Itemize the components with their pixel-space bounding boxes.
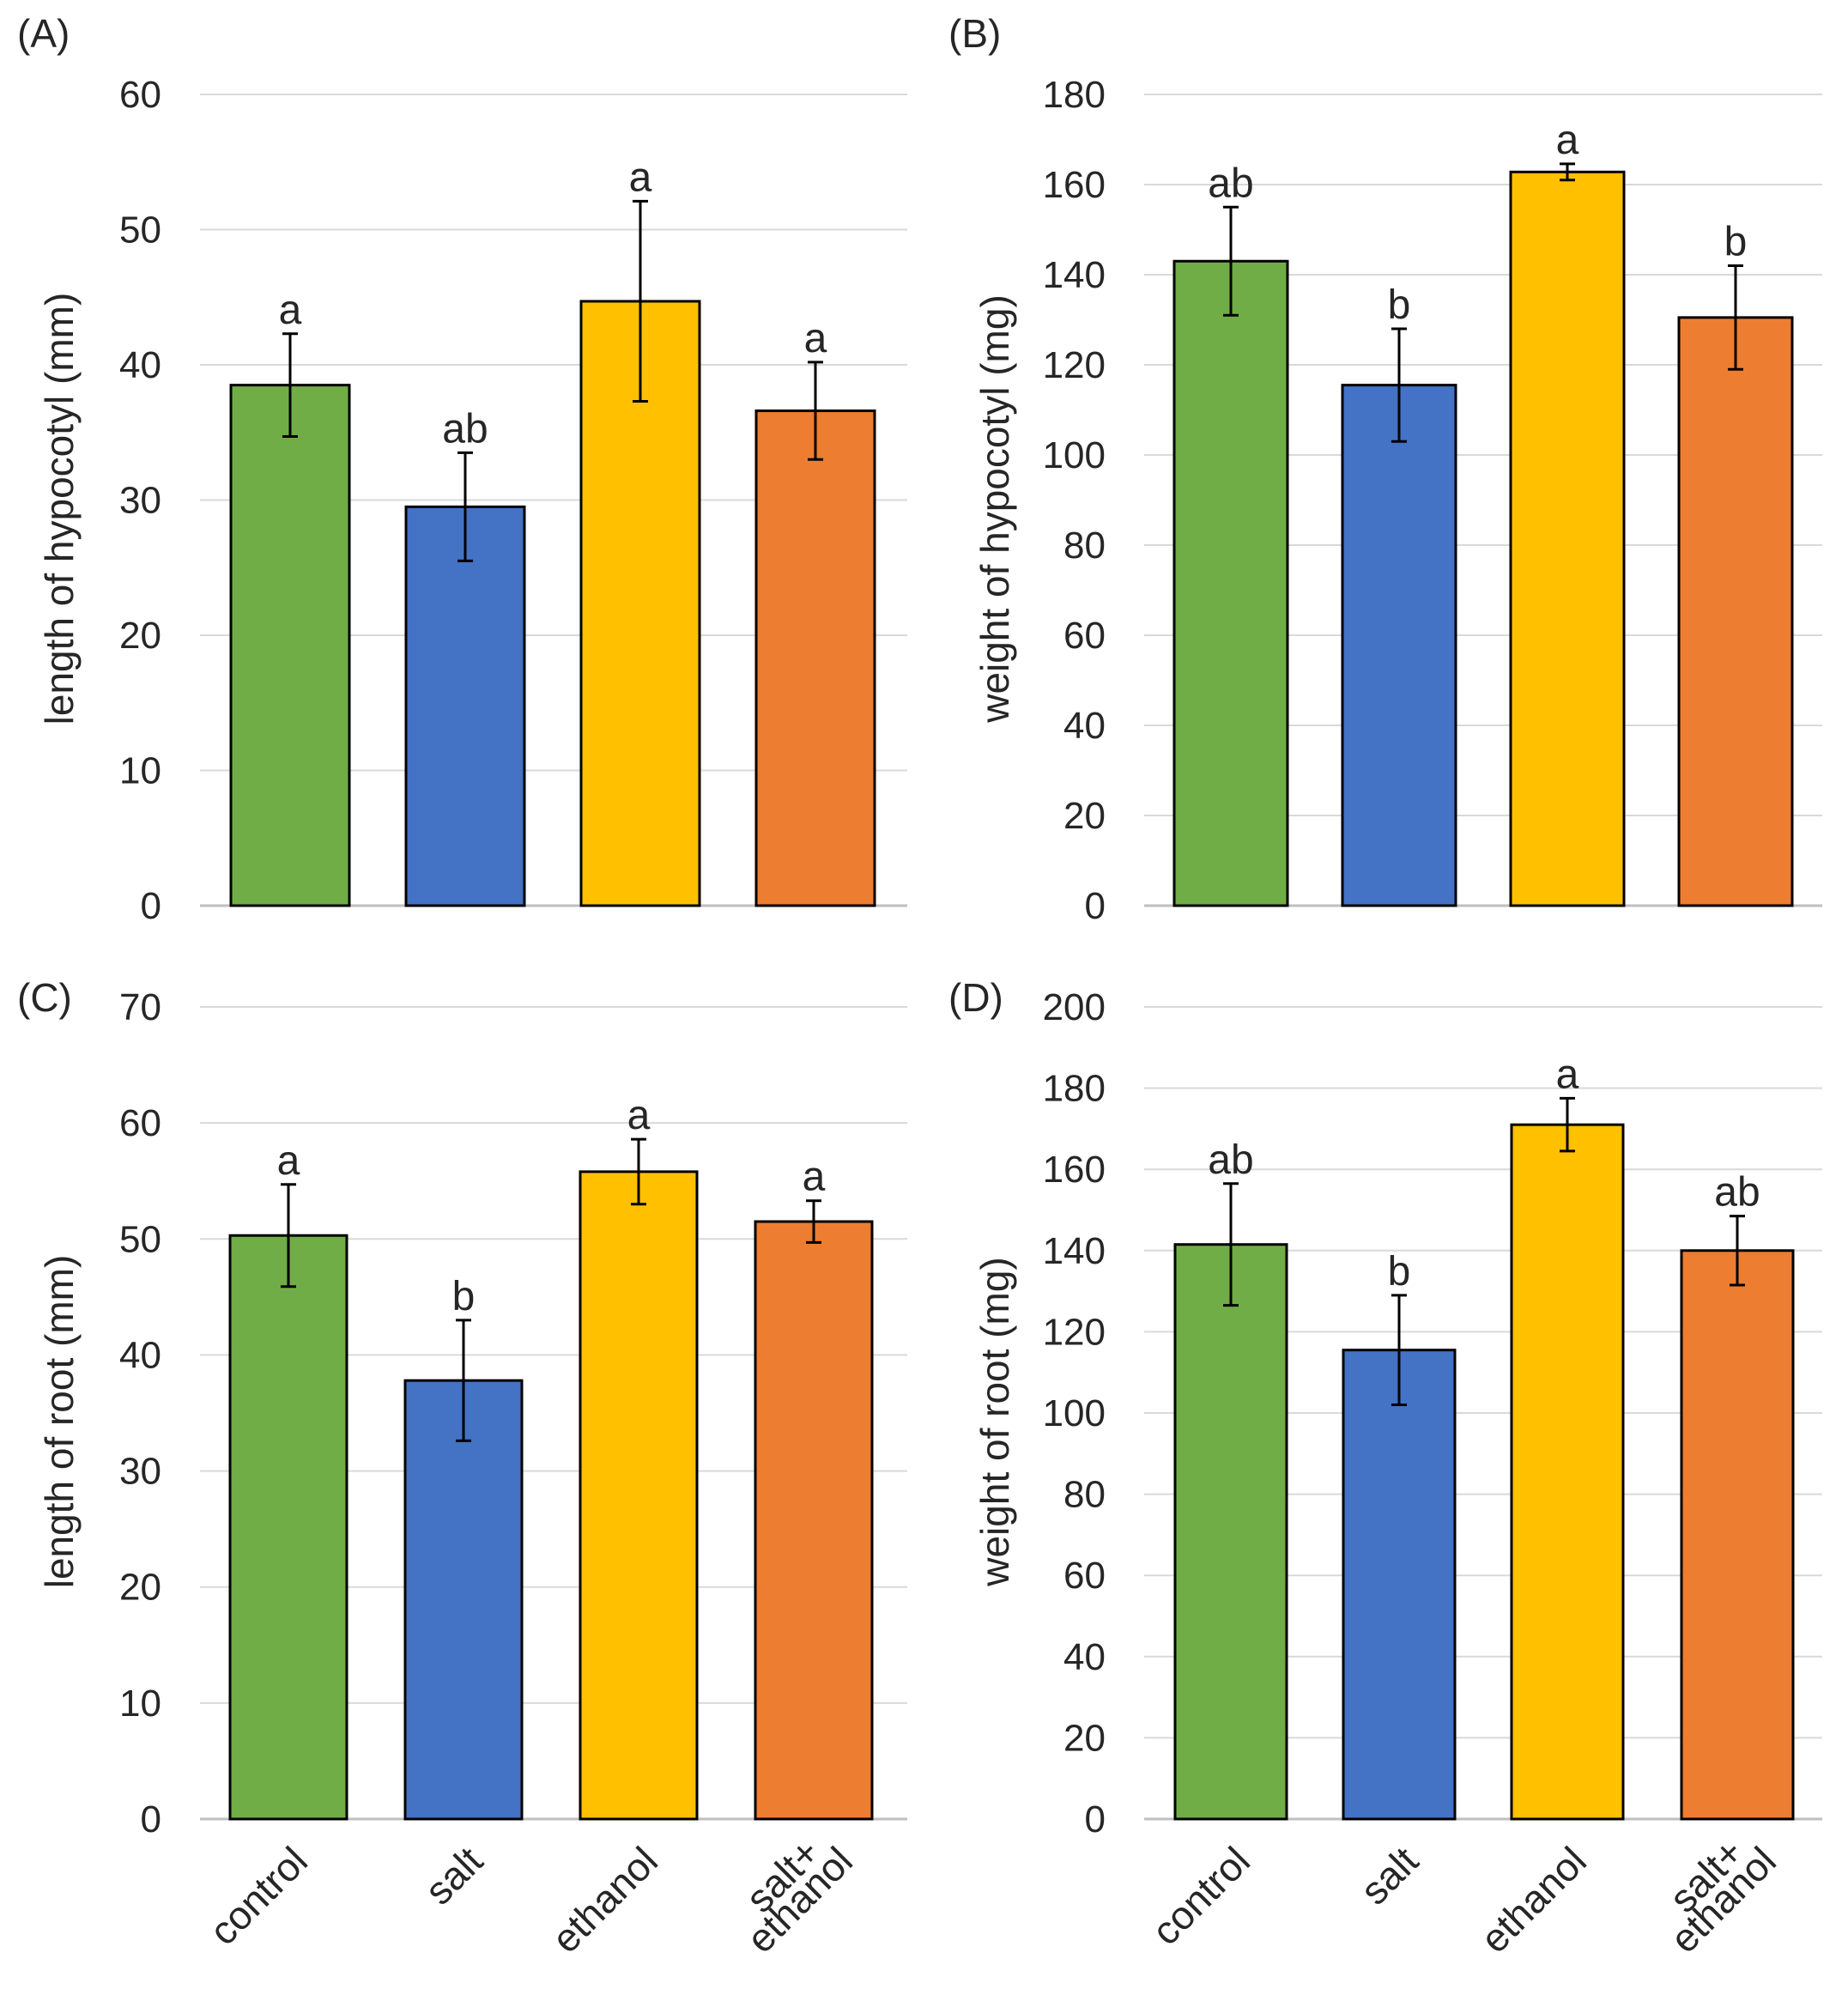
y-tick-label: 0 bbox=[141, 885, 161, 927]
y-tick-label: 120 bbox=[1043, 344, 1106, 386]
bar bbox=[229, 384, 351, 907]
bar bbox=[1342, 1349, 1457, 1821]
y-tick-label: 140 bbox=[1043, 254, 1106, 296]
panel-label: (D) bbox=[948, 975, 1003, 1020]
chart-panel-d: (D) 0 20 40 60 80 100 120 140 160 180 200 weight of … bbox=[948, 975, 1822, 1962]
y-tick-label: 200 bbox=[1043, 986, 1106, 1028]
bar bbox=[403, 1379, 524, 1821]
significance-letter: a bbox=[277, 1138, 300, 1184]
y-tick-label: 30 bbox=[119, 480, 161, 522]
y-tick-label: 160 bbox=[1043, 1149, 1106, 1191]
significance-letter: a bbox=[803, 1155, 826, 1200]
x-tick-label: control bbox=[201, 1838, 316, 1953]
y-tick-label: 40 bbox=[1063, 1636, 1106, 1678]
y-tick-label: 20 bbox=[1063, 1717, 1106, 1759]
y-tick-label: 20 bbox=[119, 1567, 161, 1609]
bar bbox=[404, 505, 526, 907]
bar bbox=[1172, 259, 1289, 907]
x-tick-label: control bbox=[1143, 1838, 1258, 1953]
significance-letter: a bbox=[629, 155, 652, 200]
significance-letter: ab bbox=[442, 406, 488, 452]
y-tick-label: 40 bbox=[119, 344, 161, 386]
panel-label: (B) bbox=[948, 11, 1001, 56]
y-tick-label: 60 bbox=[1063, 1555, 1106, 1597]
bar bbox=[1509, 170, 1626, 907]
y-axis-label: weight of hypocotyl (mg) bbox=[972, 294, 1017, 724]
significance-letter: a bbox=[627, 1093, 651, 1138]
y-tick-label: 0 bbox=[141, 1798, 161, 1840]
y-tick-label: 120 bbox=[1043, 1311, 1106, 1353]
y-tick-label: 80 bbox=[1063, 1474, 1106, 1516]
y-tick-label: 140 bbox=[1043, 1230, 1106, 1272]
chart-panel-b: (B) 0 20 40 60 80 100 120 140 160 180 weight of hyp… bbox=[948, 11, 1822, 927]
significance-letter: ab bbox=[1714, 1170, 1760, 1216]
significance-letter: b bbox=[1388, 1249, 1411, 1295]
significance-letter: b bbox=[1388, 282, 1411, 328]
bar bbox=[1510, 1123, 1625, 1821]
y-tick-label: 180 bbox=[1043, 74, 1106, 116]
significance-letter: ab bbox=[1208, 1137, 1253, 1183]
bar bbox=[1341, 384, 1457, 907]
chart-panel-c: (C) 0 10 20 30 40 50 60 70 length of root (mm) a b a… bbox=[17, 975, 907, 1962]
y-tick-label: 180 bbox=[1043, 1068, 1106, 1110]
y-tick-label: 160 bbox=[1043, 164, 1106, 206]
y-tick-label: 30 bbox=[119, 1451, 161, 1493]
significance-letter: a bbox=[279, 288, 302, 333]
y-axis-label: weight of root (mg) bbox=[972, 1257, 1017, 1586]
bar bbox=[1680, 1249, 1795, 1821]
y-tick-label: 0 bbox=[1085, 1798, 1106, 1840]
bar bbox=[1677, 316, 1794, 907]
y-tick-label: 20 bbox=[1063, 795, 1106, 837]
y-tick-label: 10 bbox=[119, 750, 161, 792]
bar bbox=[1173, 1243, 1288, 1821]
significance-letter: a bbox=[1556, 118, 1579, 163]
y-tick-label: 70 bbox=[119, 986, 161, 1028]
x-tick-label: ethanol bbox=[1472, 1838, 1595, 1961]
y-tick-label: 100 bbox=[1043, 1392, 1106, 1434]
y-tick-label: 60 bbox=[119, 1102, 161, 1144]
bar bbox=[754, 409, 876, 907]
x-tick-label: ethanol bbox=[543, 1838, 666, 1961]
significance-letter: a bbox=[1556, 1052, 1579, 1097]
y-tick-label: 50 bbox=[119, 209, 161, 252]
significance-letter: b bbox=[452, 1274, 476, 1319]
x-tick-label: salt bbox=[416, 1838, 492, 1913]
panel-label: (A) bbox=[17, 11, 70, 56]
bar bbox=[228, 1234, 348, 1821]
y-tick-label: 10 bbox=[119, 1683, 161, 1725]
significance-letter: b bbox=[1724, 220, 1748, 265]
y-tick-label: 100 bbox=[1043, 434, 1106, 476]
x-tick-label: salt bbox=[1352, 1838, 1427, 1913]
y-tick-label: 40 bbox=[119, 1334, 161, 1376]
bar bbox=[754, 1220, 874, 1821]
y-tick-label: 50 bbox=[119, 1218, 161, 1260]
bar bbox=[579, 1170, 699, 1821]
y-tick-label: 20 bbox=[119, 615, 161, 657]
significance-letter: ab bbox=[1208, 161, 1253, 206]
panel-label: (C) bbox=[17, 975, 72, 1020]
y-tick-label: 0 bbox=[1085, 885, 1106, 927]
y-axis-label: length of hypocotyl (mm) bbox=[37, 293, 82, 725]
y-tick-label: 60 bbox=[119, 74, 161, 116]
y-tick-label: 80 bbox=[1063, 525, 1106, 567]
significance-letter: a bbox=[804, 316, 827, 361]
chart-panel-a: (A) 0 10 20 30 40 50 60 length of hypocotyl (mm)… bbox=[17, 11, 907, 927]
y-tick-label: 40 bbox=[1063, 705, 1106, 747]
y-axis-label: length of root (mm) bbox=[37, 1255, 82, 1589]
y-tick-label: 60 bbox=[1063, 615, 1106, 657]
